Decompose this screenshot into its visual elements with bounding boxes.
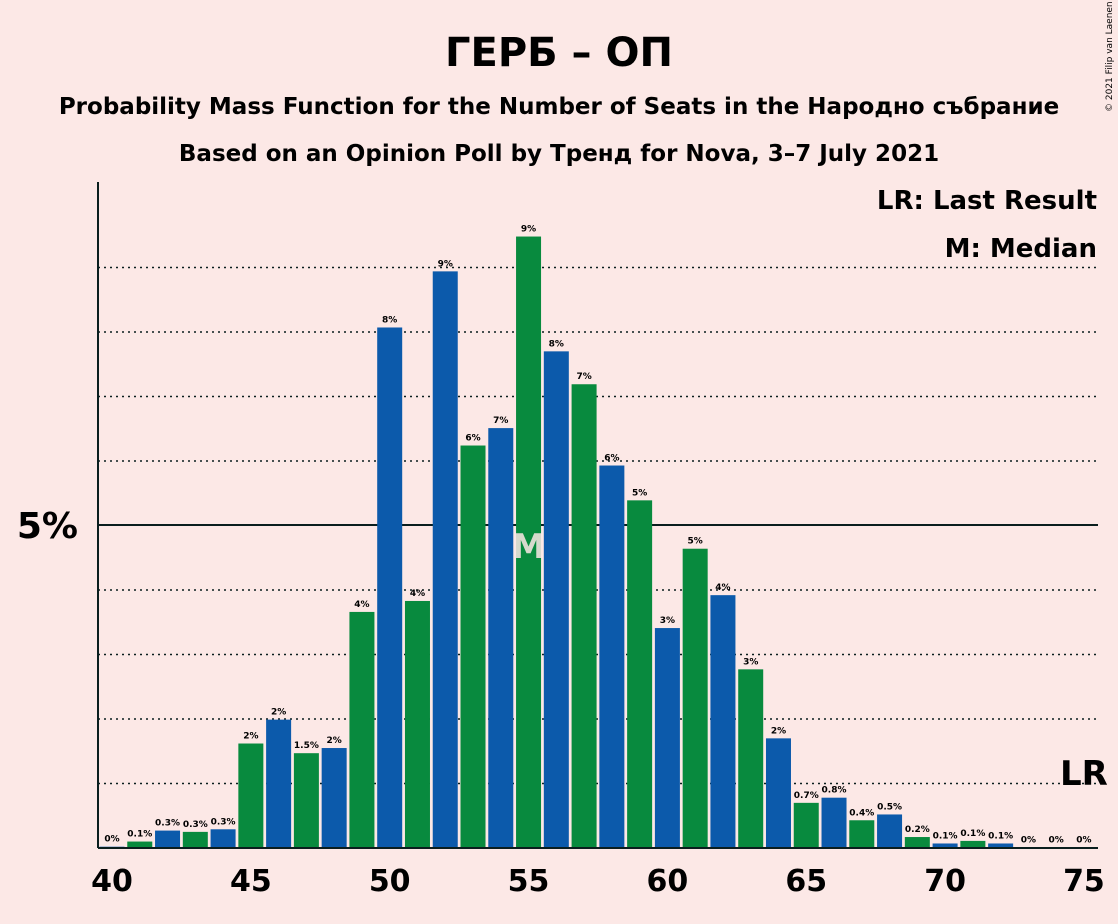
bar-label-seat-60: 3% — [660, 616, 675, 626]
bar-seat-45 — [238, 743, 264, 848]
bar-label-seat-47: 1.5% — [294, 741, 319, 751]
bar-seat-42 — [155, 830, 181, 848]
bar-label-seat-57: 7% — [576, 372, 591, 382]
bar-label-seat-75: 0% — [1076, 835, 1091, 845]
chart-title: ГЕРБ – ОП — [445, 30, 673, 76]
bar-label-seat-51: 4% — [410, 589, 425, 599]
bar-label-seat-62: 4% — [715, 583, 730, 593]
bar-label-seat-67: 0.4% — [849, 808, 874, 818]
x-tick-label: 75 — [1063, 864, 1105, 899]
bar-seat-58 — [599, 465, 625, 848]
bar-label-seat-63: 3% — [743, 657, 758, 667]
x-tick-label: 50 — [369, 864, 411, 899]
bar-seat-56 — [543, 351, 569, 848]
bar-seat-63 — [738, 669, 764, 848]
bar-label-seat-74: 0% — [1049, 835, 1064, 845]
bar-seat-52 — [432, 271, 458, 848]
bar-seat-62 — [710, 595, 736, 848]
x-tick-label: 40 — [91, 864, 133, 899]
bar-seat-69 — [904, 837, 930, 848]
chart-source: Based on an Opinion Poll by Тренд for No… — [179, 141, 939, 167]
x-tick-label: 55 — [508, 864, 550, 899]
bar-seat-67 — [849, 820, 875, 848]
bar-label-seat-40: 0% — [104, 835, 119, 845]
y-tick-label: 5% — [17, 506, 78, 547]
bar-label-seat-73: 0% — [1021, 835, 1036, 845]
median-marker: M — [512, 527, 546, 567]
bar-label-seat-72: 0.1% — [988, 831, 1013, 841]
last-result-marker: LR — [1060, 754, 1108, 794]
bar-label-seat-53: 6% — [465, 434, 480, 444]
bar-seat-61 — [682, 548, 708, 848]
bar-seat-55 — [516, 236, 542, 849]
bars — [99, 236, 1097, 849]
bar-seat-65 — [793, 802, 819, 848]
x-tick-label: 60 — [647, 864, 689, 899]
bar-label-seat-66: 0.8% — [822, 786, 847, 796]
bar-seat-48 — [321, 748, 347, 848]
bar-label-seat-48: 2% — [327, 736, 342, 746]
gridlines — [98, 266, 1098, 785]
bar-label-seat-41: 0.1% — [127, 830, 152, 840]
bar-seat-46 — [266, 719, 292, 848]
bar-label-seat-61: 5% — [688, 537, 703, 547]
bar-label-seat-56: 8% — [549, 339, 564, 349]
copyright: © 2021 Filip van Laenen — [1105, 1, 1115, 112]
bar-seat-70 — [932, 843, 958, 848]
bar-label-seat-45: 2% — [243, 732, 258, 742]
bar-label-seat-69: 0.2% — [905, 825, 930, 835]
bar-label-seat-64: 2% — [771, 726, 786, 736]
bar-label-seat-54: 7% — [493, 416, 508, 426]
x-tick-label: 45 — [230, 864, 272, 899]
bar-seat-43 — [182, 831, 208, 848]
bar-seat-59 — [627, 500, 653, 848]
bar-seat-60 — [654, 628, 680, 848]
x-tick-label: 70 — [924, 864, 966, 899]
bar-seat-66 — [821, 797, 847, 848]
bar-seat-54 — [488, 428, 514, 848]
bar-seat-72 — [988, 843, 1014, 848]
bar-seat-53 — [460, 445, 486, 848]
bar-seat-57 — [571, 384, 597, 848]
legend-median: M: Median — [945, 234, 1097, 264]
bar-seat-41 — [127, 841, 153, 848]
bar-seat-71 — [960, 840, 986, 848]
chart-subtitle: Probability Mass Function for the Number… — [59, 94, 1059, 120]
bar-label-seat-65: 0.7% — [794, 791, 819, 801]
bar-labels: 0%0.1%0.3% 0.3% 0.3%2%2%1.5%2%4%8%4%9%6%7%… — [104, 225, 1091, 846]
bar-label-seat-59: 5% — [632, 488, 647, 498]
bar-label-seat-58: 6% — [604, 454, 619, 464]
bar-label-seat-70: 0.1% — [933, 831, 958, 841]
bar-seat-64 — [765, 738, 791, 848]
x-tick-label: 65 — [785, 864, 827, 899]
x-tick-labels: 40 45 50 55 60 65 70 75 — [91, 864, 1105, 899]
bar-label-seat-55: 9% — [521, 225, 536, 235]
bar-label-seat-46: 2% — [271, 708, 286, 718]
bar-label-seat-52: 9% — [438, 259, 453, 269]
bar-label-seat-68: 0.5% — [877, 802, 902, 812]
bar-label-seat-71: 0.1% — [960, 829, 985, 839]
bar-label-seat-49: 4% — [354, 600, 369, 610]
bar-seat-50 — [377, 327, 403, 848]
bar-seat-44 — [210, 829, 236, 848]
bar-seat-47 — [293, 753, 319, 848]
bar-label-seat-50: 8% — [382, 315, 397, 325]
legend-last-result: LR: Last Result — [877, 186, 1097, 216]
bar-label-seat-42: 0.3% — [155, 819, 180, 829]
bar-seat-51 — [404, 600, 430, 848]
bar-label-seat-44: 0.3% — [211, 817, 236, 827]
bar-label-seat-43: 0.3% — [183, 820, 208, 830]
bar-seat-68 — [877, 814, 903, 848]
bar-seat-49 — [349, 611, 375, 848]
